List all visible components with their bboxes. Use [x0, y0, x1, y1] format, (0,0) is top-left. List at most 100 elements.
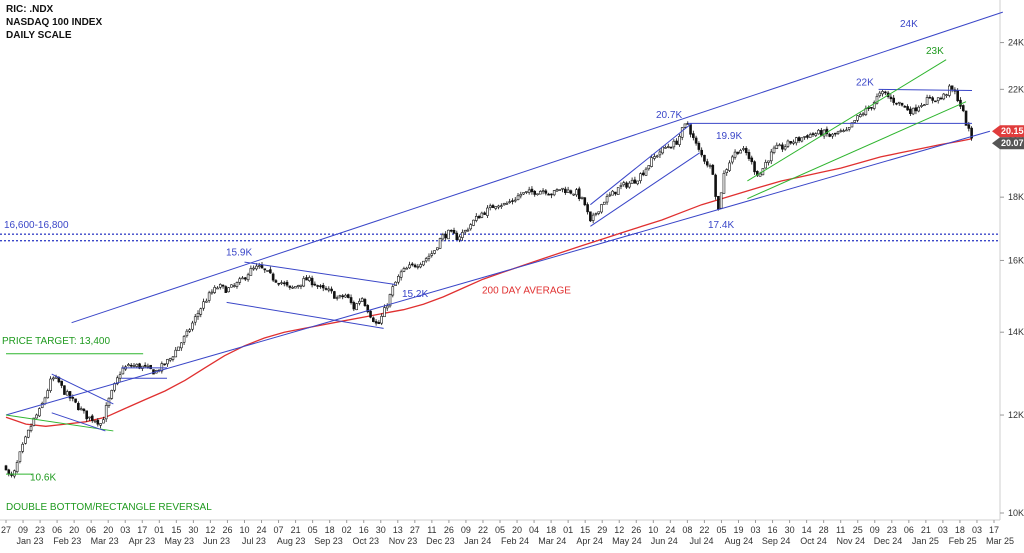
candle-body	[458, 236, 461, 241]
x-tick-label: 23	[35, 525, 45, 535]
candle	[152, 369, 155, 375]
candle	[491, 203, 495, 208]
flag-lower-line	[226, 301, 384, 329]
candle-body	[46, 390, 50, 399]
candle-body	[291, 286, 294, 289]
candle-body	[18, 451, 22, 462]
x-month-label: Jun 23	[203, 536, 230, 546]
candle	[327, 286, 331, 293]
candle-body	[602, 201, 606, 205]
candle-body	[466, 229, 470, 232]
candle-body	[146, 365, 150, 368]
candle-body	[525, 191, 528, 193]
candle-body	[121, 367, 125, 375]
candle	[970, 126, 973, 141]
candle	[216, 286, 219, 290]
candle	[232, 282, 236, 288]
x-tick-label: 10	[239, 525, 249, 535]
candle	[605, 193, 609, 205]
green-channel-upper-line	[747, 59, 947, 182]
candle-body	[519, 194, 523, 197]
candle-body	[235, 282, 239, 287]
candle	[678, 133, 681, 147]
candle-body	[385, 305, 389, 309]
y-tick-label: 24K	[1008, 38, 1024, 48]
candle-body	[402, 268, 406, 272]
x-tick-label: 26	[444, 525, 454, 535]
candle-body	[383, 307, 386, 318]
candle-body	[683, 123, 687, 128]
candle-body	[502, 203, 506, 206]
x-tick-label: 15	[171, 525, 181, 535]
candle	[127, 362, 130, 367]
candle-body	[828, 134, 831, 137]
candle	[310, 275, 314, 288]
candle	[939, 96, 943, 100]
candle	[797, 136, 801, 143]
candle-body	[747, 152, 751, 159]
candle	[346, 293, 350, 299]
candle	[744, 146, 748, 156]
x-tick-label: 18	[546, 525, 556, 535]
candle	[366, 304, 370, 314]
wedge-upper-line	[51, 373, 114, 405]
candle	[433, 250, 436, 255]
candle	[800, 137, 804, 143]
x-tick-label: 05	[308, 525, 318, 535]
candle-body	[216, 287, 219, 290]
candle-body	[872, 102, 876, 109]
x-tick-label: 01	[563, 525, 573, 535]
candle-body	[711, 164, 715, 175]
candle-body	[441, 234, 445, 240]
candle-body	[85, 410, 88, 420]
candle	[602, 201, 606, 205]
candle-body	[330, 288, 333, 292]
x-tick-label: 20	[103, 525, 113, 535]
candle-body	[808, 134, 812, 138]
candle	[335, 295, 339, 301]
candle-body	[552, 190, 556, 196]
candle	[758, 171, 762, 177]
candle	[372, 316, 375, 323]
candle-body	[847, 127, 851, 130]
candle-body	[77, 403, 80, 411]
candle	[561, 187, 564, 193]
candle-body	[945, 94, 948, 96]
annotation-6: 22K	[856, 78, 874, 89]
candle	[672, 139, 676, 150]
candle	[961, 104, 965, 113]
candle	[280, 280, 283, 286]
candle-body	[936, 97, 940, 101]
candle-body	[931, 97, 934, 101]
candle-body	[399, 271, 403, 278]
candle-body	[597, 211, 601, 214]
candle	[828, 132, 831, 138]
candle	[4, 464, 8, 471]
candle	[349, 294, 353, 305]
candle	[641, 170, 645, 177]
x-month-label: Feb 24	[501, 536, 529, 546]
x-tick-label: 25	[853, 525, 863, 535]
x-month-label: Feb 23	[53, 536, 81, 546]
candle-body	[369, 310, 372, 318]
wedge-lower-line	[51, 412, 106, 432]
candle	[52, 376, 55, 382]
candle-body	[433, 250, 436, 254]
candle	[516, 192, 520, 201]
candle-body	[767, 160, 770, 163]
x-month-label: Apr 23	[129, 536, 156, 546]
candle-body	[719, 192, 723, 209]
candle-body	[781, 144, 784, 150]
candle	[878, 90, 882, 98]
candle	[38, 407, 41, 418]
candle	[505, 201, 509, 205]
candle	[333, 290, 336, 299]
candle-body	[308, 277, 311, 281]
candle-body	[288, 285, 292, 288]
candle-body	[564, 188, 567, 194]
x-tick-label: 23	[887, 525, 897, 535]
candle-body	[319, 285, 322, 288]
candle-body	[505, 202, 509, 205]
candle-body	[38, 408, 41, 417]
candle	[842, 128, 845, 133]
